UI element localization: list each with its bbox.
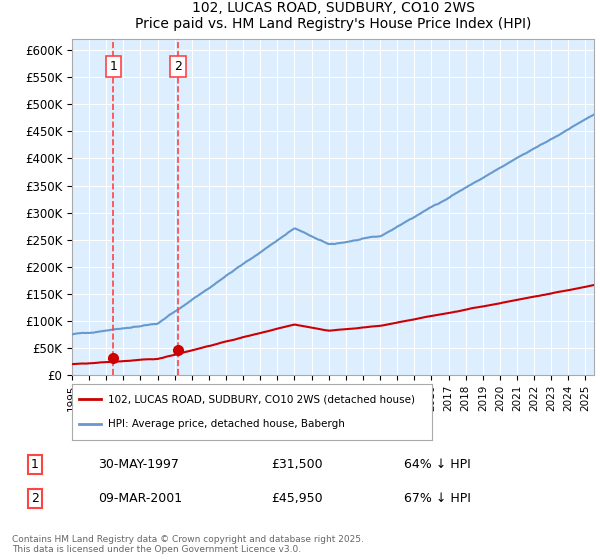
Text: 30-MAY-1997: 30-MAY-1997 — [98, 458, 179, 471]
Text: 102, LUCAS ROAD, SUDBURY, CO10 2WS (detached house): 102, LUCAS ROAD, SUDBURY, CO10 2WS (deta… — [108, 394, 415, 404]
Text: £31,500: £31,500 — [271, 458, 323, 471]
Text: £45,950: £45,950 — [271, 492, 323, 505]
Text: 2: 2 — [31, 492, 39, 505]
Title: 102, LUCAS ROAD, SUDBURY, CO10 2WS
Price paid vs. HM Land Registry's House Price: 102, LUCAS ROAD, SUDBURY, CO10 2WS Price… — [135, 1, 531, 31]
Text: 2: 2 — [174, 60, 182, 73]
Text: HPI: Average price, detached house, Babergh: HPI: Average price, detached house, Babe… — [108, 419, 345, 429]
Text: 64% ↓ HPI: 64% ↓ HPI — [404, 458, 470, 471]
Text: 1: 1 — [109, 60, 117, 73]
Text: 09-MAR-2001: 09-MAR-2001 — [98, 492, 182, 505]
Text: 67% ↓ HPI: 67% ↓ HPI — [404, 492, 470, 505]
Text: 1: 1 — [31, 458, 39, 471]
Text: Contains HM Land Registry data © Crown copyright and database right 2025.
This d: Contains HM Land Registry data © Crown c… — [12, 535, 364, 554]
